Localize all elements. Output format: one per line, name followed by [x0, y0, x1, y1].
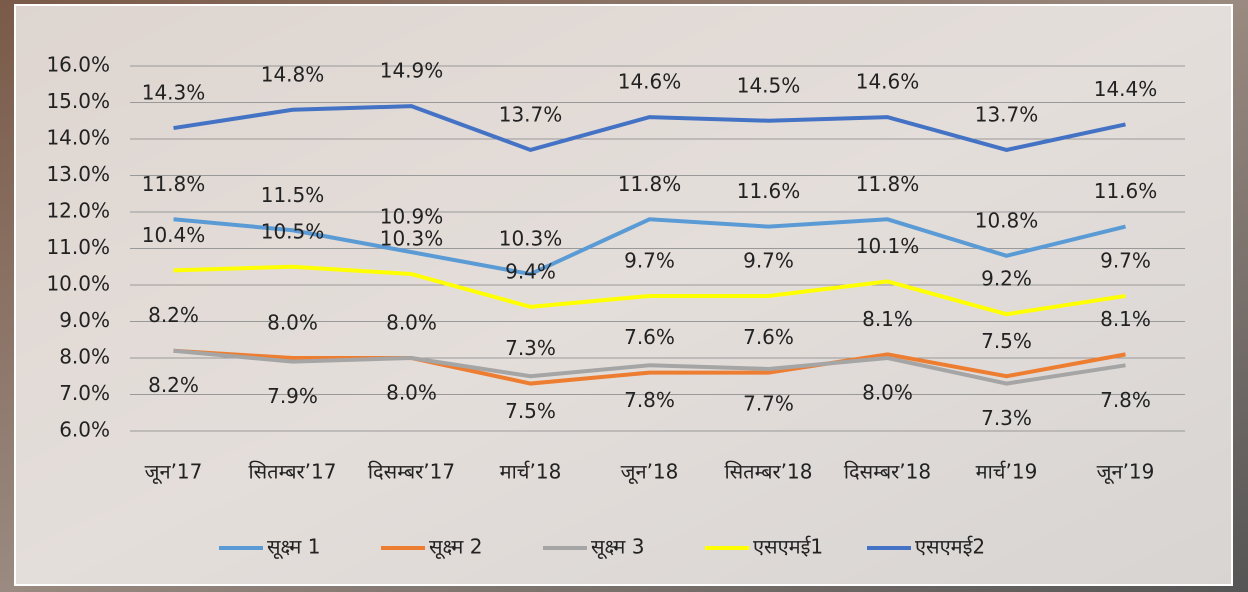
x-tick-label: जून’17 — [145, 460, 203, 485]
data-label: 10.4% — [142, 223, 206, 247]
x-tick-label: दिसम्बर’18 — [844, 460, 931, 484]
data-label: 8.0% — [386, 311, 437, 335]
data-label: 14.6% — [618, 70, 682, 94]
data-label: 14.5% — [737, 73, 801, 97]
data-label: 14.8% — [261, 62, 325, 86]
legend-label: सूक्ष्म 1 — [267, 535, 320, 560]
data-label: 7.6% — [624, 325, 675, 349]
data-label: 10.5% — [261, 219, 325, 243]
panel — [14, 4, 1233, 586]
data-label: 9.7% — [1100, 248, 1151, 272]
data-label: 7.8% — [1100, 388, 1151, 412]
y-tick-label: 14.0% — [46, 126, 110, 150]
data-label: 8.1% — [1100, 307, 1151, 331]
y-tick-label: 10.0% — [46, 272, 110, 296]
data-label: 7.5% — [981, 329, 1032, 353]
data-label: 9.2% — [981, 267, 1032, 291]
data-label: 10.3% — [380, 227, 444, 251]
data-label: 11.6% — [737, 179, 801, 203]
series-line — [173, 264, 1126, 317]
x-tick-label: मार्च’19 — [976, 460, 1038, 484]
y-tick-label: 13.0% — [46, 162, 110, 186]
data-label: 10.9% — [380, 205, 444, 229]
data-label: 11.6% — [1094, 179, 1158, 203]
data-label: 10.3% — [499, 227, 563, 251]
data-label: 8.1% — [862, 307, 913, 331]
legend-label: एसएमई2 — [915, 535, 985, 559]
x-tick-label: सितम्बर’18 — [724, 460, 812, 484]
data-label: 7.8% — [624, 388, 675, 412]
data-label: 14.6% — [856, 70, 920, 94]
data-label: 14.4% — [1094, 77, 1158, 101]
data-label: 10.8% — [975, 208, 1039, 232]
data-label: 7.5% — [505, 399, 556, 423]
data-label: 7.3% — [981, 406, 1032, 430]
data-label: 9.7% — [624, 248, 675, 272]
y-tick-label: 16.0% — [46, 53, 110, 77]
data-label: 7.7% — [743, 391, 794, 415]
data-label: 7.9% — [267, 384, 318, 408]
series-line — [173, 104, 1126, 153]
data-label: 11.8% — [142, 172, 206, 196]
data-label: 7.3% — [505, 336, 556, 360]
y-tick-label: 7.0% — [59, 381, 110, 405]
y-tick-label: 8.0% — [59, 345, 110, 369]
data-label: 8.0% — [267, 311, 318, 335]
data-label: 11.5% — [261, 183, 325, 207]
legend-label: सूक्ष्म 3 — [591, 535, 644, 560]
x-tick-label: जून’19 — [1097, 460, 1155, 485]
series-line — [173, 217, 1126, 277]
y-tick-label: 6.0% — [59, 418, 110, 442]
y-tick-label: 11.0% — [46, 235, 110, 259]
data-label: 13.7% — [975, 102, 1039, 126]
data-label: 8.0% — [862, 381, 913, 405]
data-label: 14.3% — [142, 81, 206, 105]
data-label: 8.2% — [148, 303, 199, 327]
legend-label: सूक्ष्म 2 — [429, 535, 482, 560]
x-tick-label: जून’18 — [621, 460, 679, 485]
legend-label: एसएमई1 — [753, 535, 823, 559]
data-label: 9.7% — [743, 248, 794, 272]
data-label: 13.7% — [499, 102, 563, 126]
data-label: 10.1% — [856, 234, 920, 258]
data-label: 7.6% — [743, 325, 794, 349]
x-tick-label: मार्च’18 — [500, 460, 562, 484]
y-tick-label: 9.0% — [59, 308, 110, 332]
data-label: 8.2% — [148, 373, 199, 397]
data-label: 11.8% — [856, 172, 920, 196]
y-tick-label: 15.0% — [46, 89, 110, 113]
series-line — [173, 348, 1126, 386]
data-label: 9.4% — [505, 259, 556, 283]
data-label: 14.9% — [380, 59, 444, 83]
x-tick-label: सितम्बर’17 — [248, 460, 336, 484]
y-tick-label: 12.0% — [46, 199, 110, 223]
data-label: 8.0% — [386, 381, 437, 405]
data-label: 11.8% — [618, 172, 682, 196]
x-tick-label: दिसम्बर’17 — [368, 460, 455, 484]
series-line — [173, 348, 1126, 386]
